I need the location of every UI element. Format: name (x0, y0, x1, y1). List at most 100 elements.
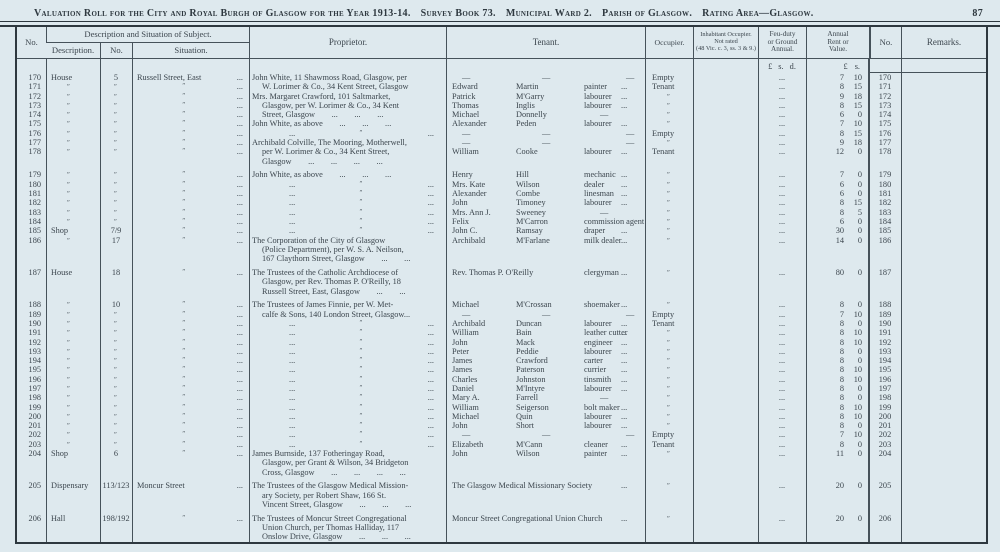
cell-entry-no: 194 (17, 356, 46, 365)
cell-proprietor: ... ″... (249, 356, 446, 365)
proprietor-dots: ... (427, 318, 434, 328)
cell-street-no: ″ (100, 189, 132, 198)
cell-occupier: ″ (645, 189, 693, 198)
cell-description: ″ (46, 110, 100, 119)
tenant-dots (621, 277, 645, 286)
cell-remarks (901, 101, 986, 110)
cell-occupier: Empty (645, 73, 693, 82)
entry-no-right: 172 (878, 91, 892, 101)
situation-dots: ... (236, 73, 243, 82)
tenant-occupation: — (626, 430, 635, 440)
entry-no-right: 190 (878, 318, 892, 328)
street-no: 10 (111, 300, 121, 310)
situation-text: ″ (182, 147, 187, 156)
table-row-entry-179: 179 ″ ″ ″... John White, as above ... ... ..… (17, 170, 986, 179)
cell-tenant: Charles Johnston tinsmith... (446, 375, 645, 384)
description-text: ″ (67, 148, 71, 157)
tenant-occupation: carter (584, 356, 603, 366)
cell-inhabitant-occupier (693, 101, 758, 110)
cell-situation: ″... (132, 217, 249, 226)
cell-occupier: ″ (645, 481, 693, 490)
cell-street-no: ″ (100, 328, 132, 337)
cell-inhabitant-occupier (693, 277, 758, 286)
tenant-dots: ... (621, 513, 628, 523)
cell-no-right: 202 (869, 430, 901, 439)
cell-no-right: 206 (869, 514, 901, 523)
description-text: ″ (67, 375, 71, 384)
rent-shillings: 0 (857, 216, 862, 226)
cell-feu-duty: ... (758, 129, 806, 138)
tenant-surname: Quin (516, 411, 533, 421)
cell-remarks (901, 328, 986, 337)
description-text: ″ (67, 301, 71, 310)
street-no: 17 (111, 235, 121, 245)
tenant-dots (621, 468, 645, 477)
situation-text (132, 500, 249, 509)
table-header: No. Description and Situation of Subject… (17, 27, 986, 59)
cell-entry-no: 195 (17, 365, 46, 374)
entry-no: 195 (28, 365, 41, 375)
column-rule (132, 59, 133, 542)
feu-dots: ... (778, 198, 786, 208)
cell-occupier: ″ (645, 138, 693, 147)
tenant-surname: Peden (516, 119, 537, 129)
cell-remarks (901, 412, 986, 421)
cell-description: ″ (46, 403, 100, 412)
cell-tenant: James Crawford carter... (446, 356, 645, 365)
cell-description (46, 491, 100, 500)
cell-street-no (100, 458, 132, 467)
street-no: ″ (114, 310, 118, 319)
column-rule (901, 59, 902, 542)
entry-no-right: 179 (878, 170, 892, 180)
cell-inhabitant-occupier (693, 180, 758, 189)
street-no: ″ (114, 148, 118, 157)
proprietor-ditto: ″ (359, 128, 364, 137)
rent-shillings: 10 (853, 430, 862, 440)
proprietor-dots: ... (289, 384, 296, 393)
cell-no-right (869, 468, 901, 477)
tenant-surname: Wilson (516, 449, 540, 459)
cell-inhabitant-occupier (693, 514, 758, 523)
rent-shillings: 5 (857, 207, 862, 217)
rent-pounds: 8 (839, 439, 844, 449)
cell-description: ″ (46, 440, 100, 449)
cell-tenant: Michael M'Crossan shoemaker... (446, 300, 645, 309)
tenant-occupation: cleaner (584, 439, 608, 449)
tenant-forename: William (452, 147, 479, 157)
tenant-occupation (584, 532, 621, 541)
tenant-dots (621, 458, 645, 467)
cell-description: House (46, 73, 100, 82)
cell-annual-rent: 8 15 (806, 101, 869, 110)
tenant-surname: Peddie (516, 346, 539, 356)
table-row-continuation: Glasgow, per Rev. Thomas P. O'Reilly, 18 (17, 277, 986, 286)
cell-feu-duty (758, 532, 806, 541)
occupier-text: ″ (667, 217, 671, 226)
cell-no-right (869, 245, 901, 254)
cell-tenant: William Bain leather cutter... (446, 328, 645, 337)
cell-occupier: ″ (645, 170, 693, 179)
situation-dots: ... (236, 82, 243, 92)
cell-occupier: ″ (645, 421, 693, 430)
entry-no: 178 (28, 147, 41, 157)
entry-no: 202 (28, 430, 41, 440)
cell-no-right: 175 (869, 119, 901, 128)
tenant-forename: — (462, 138, 471, 148)
proprietor-ditto: ″ (359, 226, 364, 235)
table-row-entry-178: 178 ″ ″ ″... per W. Lorimer & Co., 34 Kent S… (17, 147, 986, 156)
cell-remarks (901, 198, 986, 207)
cell-feu-duty (758, 157, 806, 166)
tenant-surname: Donnelly (516, 110, 547, 120)
rent-pounds: 6 (839, 179, 844, 189)
tenant-forename: John (452, 421, 468, 431)
rent-shillings: 15 (853, 82, 862, 92)
column-header-feu-duty: Feu-duty or Ground Annual. (758, 27, 806, 58)
rent-pounds: 9 (839, 138, 844, 148)
cell-proprietor: ary Society, per Robert Shaw, 166 St. (249, 491, 446, 500)
inhabitant-line-2: Not rated (714, 38, 738, 46)
cell-description (46, 287, 100, 296)
cell-proprietor: The Trustees of the Catholic Archdiocese… (249, 268, 446, 277)
proprietor-dots: ... (427, 421, 434, 431)
cell-entry-no: 171 (17, 82, 46, 91)
occupier-text: ″ (667, 180, 671, 189)
